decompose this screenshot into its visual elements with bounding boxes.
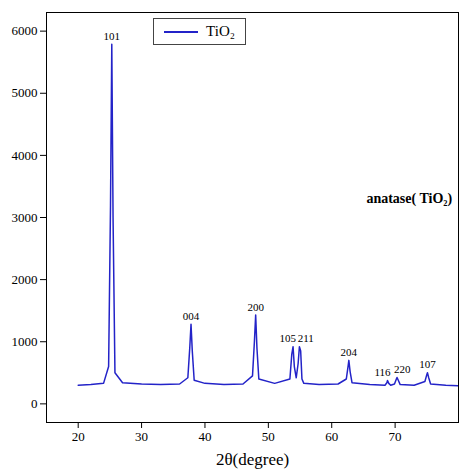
svg-text:6000: 6000 bbox=[12, 23, 38, 38]
svg-text:107: 107 bbox=[419, 358, 436, 370]
svg-text:30: 30 bbox=[135, 429, 148, 444]
svg-text:101: 101 bbox=[104, 30, 121, 42]
svg-text:2000: 2000 bbox=[12, 272, 38, 287]
svg-text:40: 40 bbox=[198, 429, 211, 444]
svg-text:004: 004 bbox=[183, 310, 200, 322]
svg-text:70: 70 bbox=[389, 429, 402, 444]
svg-text:116: 116 bbox=[374, 366, 391, 378]
svg-text:3000: 3000 bbox=[12, 210, 38, 225]
svg-text:20: 20 bbox=[72, 429, 85, 444]
svg-text:2θ(degree): 2θ(degree) bbox=[216, 450, 289, 469]
svg-text:anatase( TiO₂): anatase( TiO₂) bbox=[366, 191, 452, 207]
svg-text:105: 105 bbox=[280, 332, 297, 344]
svg-text:211: 211 bbox=[298, 332, 314, 344]
svg-text:60: 60 bbox=[325, 429, 338, 444]
svg-text:4000: 4000 bbox=[12, 148, 38, 163]
svg-text:204: 204 bbox=[341, 346, 358, 358]
svg-text:1000: 1000 bbox=[12, 334, 38, 349]
svg-text:50: 50 bbox=[262, 429, 275, 444]
svg-text:5000: 5000 bbox=[12, 85, 38, 100]
svg-text:0: 0 bbox=[31, 396, 38, 411]
html-text:TiO₂: TiO₂ bbox=[206, 23, 235, 39]
svg-text:220: 220 bbox=[394, 363, 411, 375]
svg-text:200: 200 bbox=[247, 301, 264, 313]
